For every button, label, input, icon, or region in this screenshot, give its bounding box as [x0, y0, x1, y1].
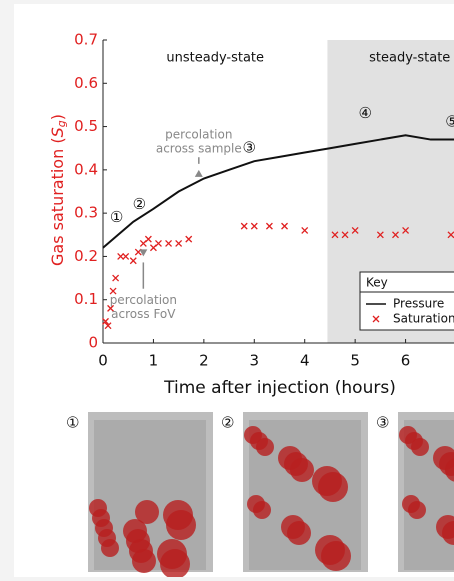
gas-cluster [166, 510, 196, 540]
legend-label: Pressure [393, 297, 444, 311]
x-tick-label: 6 [401, 352, 411, 370]
y-tick-label: 0.4 [74, 160, 98, 178]
y-tick-label: 0.5 [74, 117, 98, 135]
stage-marker: ② [133, 195, 146, 213]
gas-cluster [256, 438, 274, 456]
annotation: across FoV [111, 307, 176, 321]
annotation: across sample [156, 142, 242, 156]
gas-cluster [290, 458, 314, 482]
legend-title: Key [366, 276, 388, 290]
y-tick-label: 0 [88, 334, 98, 352]
gas-cluster [253, 501, 271, 519]
panel-label: ① [66, 414, 79, 432]
legend-label: Saturation [393, 312, 454, 326]
x-tick-label: 4 [300, 352, 310, 370]
y-axis-label-part: ) [48, 114, 67, 120]
gas-cluster [135, 500, 159, 524]
y-tick-label: 0.7 [74, 31, 98, 49]
stage-marker: ① [110, 208, 123, 226]
x-tick-label: 2 [199, 352, 209, 370]
y-axis-label-part: S [48, 127, 67, 137]
y-tick-label: 0.3 [74, 204, 98, 222]
stage-marker: ⑤ [445, 113, 454, 131]
gas-cluster [408, 501, 426, 519]
region-label: steady-state [369, 51, 450, 66]
x-tick-label: 0 [98, 352, 108, 370]
gas-cluster [318, 472, 348, 502]
stage-marker: ③ [243, 139, 256, 157]
y-tick-label: 0.6 [74, 74, 98, 92]
y-axis-label: Gas saturation (Sg) [48, 114, 69, 266]
panel-label: ② [221, 414, 234, 432]
annotation: percolation [165, 128, 232, 142]
y-tick-label: 0.1 [74, 290, 98, 308]
x-axis-label: Time after injection (hours) [163, 378, 396, 398]
panel-label: ③ [376, 414, 389, 432]
gas-cluster [132, 549, 156, 573]
x-tick-label: 1 [149, 352, 159, 370]
x-tick-label: 3 [250, 352, 260, 370]
gas-cluster [287, 521, 311, 545]
gas-cluster [411, 438, 429, 456]
stage-marker: ④ [359, 104, 372, 122]
y-axis-label-part: g [55, 120, 68, 127]
y-tick-label: 0.2 [74, 247, 98, 265]
gas-cluster [321, 541, 351, 571]
annotation: percolation [110, 293, 177, 307]
gas-cluster [101, 539, 119, 557]
region-label: unsteady-state [166, 51, 264, 66]
y-axis-label-part: Gas saturation ( [48, 137, 67, 266]
x-tick-label: 5 [350, 352, 360, 370]
